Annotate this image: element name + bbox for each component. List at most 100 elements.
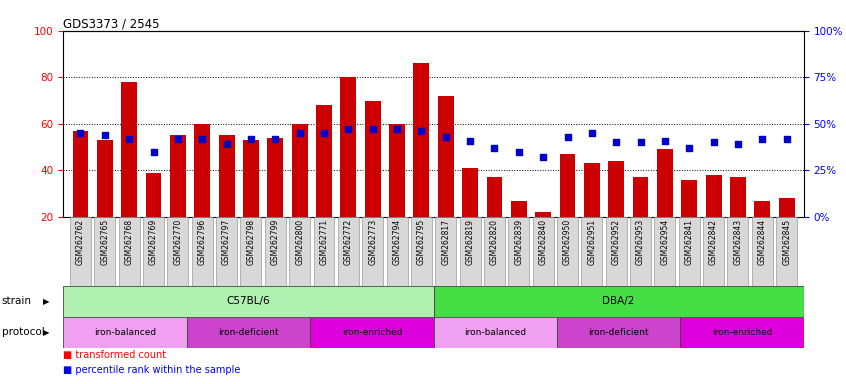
Text: GSM262820: GSM262820: [490, 219, 499, 265]
Point: [268, 136, 282, 142]
Point: [123, 136, 136, 142]
Bar: [730, 177, 746, 217]
Bar: [340, 77, 356, 217]
Bar: [438, 96, 453, 217]
Bar: [314, 217, 334, 286]
Text: GSM262797: GSM262797: [222, 219, 231, 265]
Bar: [365, 101, 381, 217]
Point: [439, 134, 453, 140]
Text: GSM262799: GSM262799: [271, 219, 280, 265]
Text: strain: strain: [2, 296, 31, 306]
Point: [244, 136, 258, 142]
Bar: [187, 317, 310, 348]
Text: DBA/2: DBA/2: [602, 296, 634, 306]
Text: GSM262952: GSM262952: [612, 219, 621, 265]
Bar: [486, 177, 503, 217]
Bar: [387, 217, 408, 286]
Text: GSM262839: GSM262839: [514, 219, 524, 265]
Bar: [508, 217, 530, 286]
Point: [390, 126, 404, 132]
Text: iron-balanced: iron-balanced: [464, 328, 526, 337]
Bar: [310, 317, 433, 348]
Point: [658, 137, 672, 144]
Point: [171, 136, 184, 142]
Point: [317, 130, 331, 136]
Bar: [511, 201, 527, 217]
Bar: [681, 180, 697, 217]
Bar: [95, 217, 115, 286]
Point: [342, 126, 355, 132]
Bar: [267, 138, 283, 217]
Text: GDS3373 / 2545: GDS3373 / 2545: [63, 17, 160, 30]
Bar: [192, 217, 212, 286]
Bar: [778, 199, 794, 217]
Bar: [536, 212, 551, 217]
Text: ▶: ▶: [42, 297, 49, 306]
Bar: [218, 136, 234, 217]
Point: [536, 154, 550, 161]
Text: GSM262769: GSM262769: [149, 219, 158, 265]
Text: GSM262843: GSM262843: [733, 219, 743, 265]
Point: [634, 139, 647, 146]
Point: [415, 128, 428, 134]
Point: [561, 134, 574, 140]
Point: [195, 136, 209, 142]
Text: GSM262954: GSM262954: [661, 219, 669, 265]
Text: ▶: ▶: [42, 328, 49, 337]
Text: GSM262794: GSM262794: [393, 219, 402, 265]
Bar: [195, 124, 210, 217]
Bar: [316, 105, 332, 217]
Text: iron-deficient: iron-deficient: [218, 328, 279, 337]
Bar: [240, 217, 261, 286]
Bar: [168, 217, 189, 286]
Bar: [728, 217, 749, 286]
Bar: [484, 217, 505, 286]
Point: [585, 130, 599, 136]
Point: [366, 126, 380, 132]
Point: [731, 141, 744, 147]
Point: [464, 137, 477, 144]
Point: [487, 145, 501, 151]
Bar: [755, 201, 770, 217]
Text: GSM262840: GSM262840: [539, 219, 547, 265]
Bar: [265, 217, 286, 286]
Point: [74, 130, 87, 136]
Bar: [143, 217, 164, 286]
Bar: [170, 136, 186, 217]
Point: [707, 139, 721, 146]
Point: [146, 149, 160, 155]
Point: [609, 139, 623, 146]
Text: protocol: protocol: [2, 327, 45, 337]
Bar: [584, 164, 600, 217]
Point: [683, 145, 696, 151]
Bar: [462, 168, 478, 217]
Text: iron-enriched: iron-enriched: [711, 328, 772, 337]
Bar: [289, 217, 310, 286]
Text: GSM262773: GSM262773: [368, 219, 377, 265]
Bar: [411, 217, 431, 286]
Bar: [657, 149, 673, 217]
Bar: [338, 217, 359, 286]
Point: [755, 136, 769, 142]
Text: GSM262842: GSM262842: [709, 219, 718, 265]
Bar: [63, 286, 433, 317]
Bar: [389, 124, 405, 217]
Text: GSM262845: GSM262845: [783, 219, 791, 265]
Bar: [433, 317, 557, 348]
Bar: [362, 217, 383, 286]
Bar: [97, 140, 113, 217]
Text: GSM262951: GSM262951: [587, 219, 596, 265]
Bar: [243, 140, 259, 217]
Bar: [703, 217, 724, 286]
Text: GSM262771: GSM262771: [320, 219, 328, 265]
Text: GSM262768: GSM262768: [124, 219, 134, 265]
Text: iron-deficient: iron-deficient: [588, 328, 649, 337]
Text: GSM262817: GSM262817: [442, 219, 450, 265]
Bar: [608, 161, 624, 217]
Bar: [680, 317, 804, 348]
Text: GSM262770: GSM262770: [173, 219, 183, 265]
Text: ■ transformed count: ■ transformed count: [63, 350, 167, 360]
Point: [780, 136, 794, 142]
Text: GSM262765: GSM262765: [101, 219, 109, 265]
Bar: [292, 124, 308, 217]
